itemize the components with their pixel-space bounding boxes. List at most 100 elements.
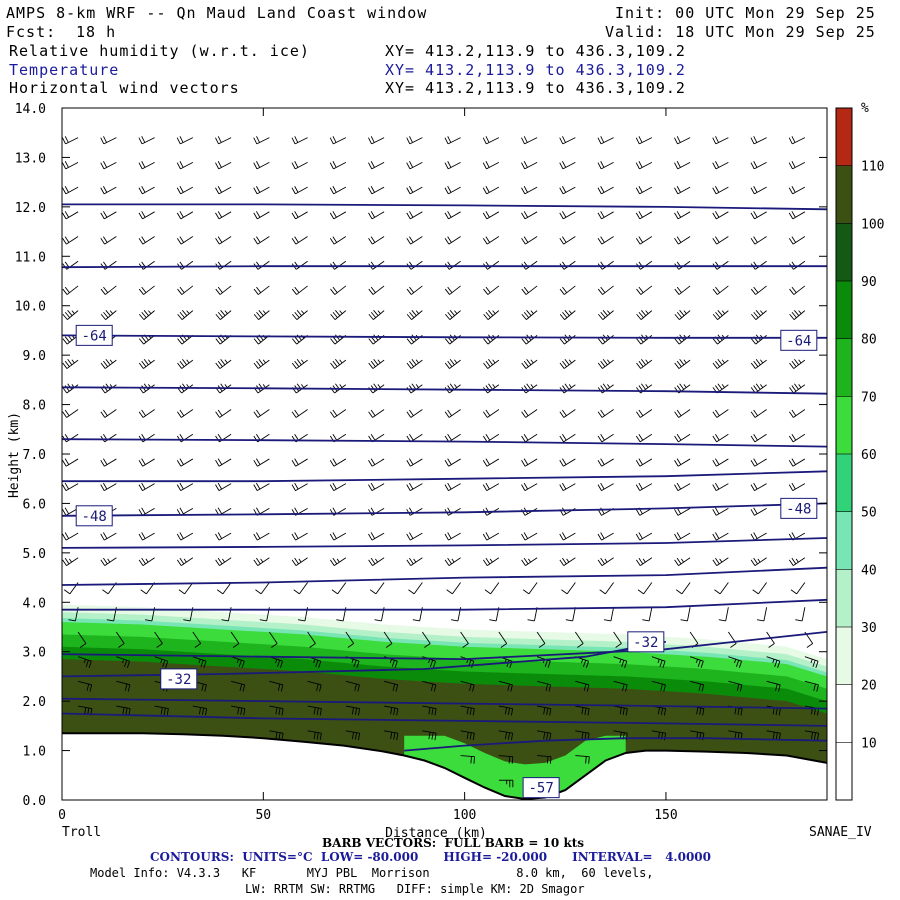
barb-flag	[449, 383, 455, 390]
barb-flag	[385, 643, 393, 648]
wind-barb	[62, 310, 79, 320]
wind-barb	[712, 532, 729, 541]
barb-flag	[162, 660, 166, 667]
wind-barb	[599, 582, 614, 595]
barb-flag	[526, 358, 532, 366]
barb-flag	[791, 532, 796, 539]
barb-flag	[85, 660, 89, 667]
barb-flag	[750, 212, 755, 220]
barb-flag	[217, 409, 223, 416]
wind-barb	[804, 730, 820, 741]
barb-flag	[316, 707, 319, 715]
barb-flag	[62, 338, 68, 345]
barb-flag	[294, 186, 299, 193]
barb-staff	[104, 260, 117, 270]
barb-flag	[309, 643, 316, 648]
barb-half-flag	[71, 359, 75, 364]
x-tick-label: 0	[58, 808, 66, 823]
barb-staff	[345, 680, 360, 686]
barb-flag	[641, 383, 646, 390]
wind-barb	[115, 631, 125, 648]
barb-flag	[559, 288, 565, 295]
contour-label: -64	[786, 333, 811, 349]
barb-staff	[562, 137, 576, 145]
barb-flag	[444, 484, 449, 491]
barb-staff	[371, 137, 385, 145]
barb-flag	[176, 484, 182, 491]
barb-flag	[753, 557, 758, 565]
barb-flag	[406, 313, 412, 320]
barb-staff	[754, 433, 767, 443]
barb-flag	[281, 708, 284, 716]
barb-flag	[291, 288, 297, 295]
barb-flag	[215, 313, 221, 320]
barb-flag	[368, 338, 374, 345]
barb-flag	[816, 708, 820, 716]
barb-half-flag	[339, 310, 343, 314]
barb-staff	[486, 236, 500, 245]
barb-staff	[792, 186, 806, 195]
barb-flag	[548, 684, 552, 692]
barb-flag	[411, 310, 417, 316]
barb-flag	[64, 186, 69, 193]
barb-flag	[103, 409, 108, 416]
barb-staff	[716, 532, 729, 541]
barb-staff	[65, 458, 79, 467]
barb-flag	[559, 559, 565, 566]
barb-flag	[64, 286, 70, 293]
barb-flag	[176, 212, 182, 220]
wind-barb	[268, 631, 278, 648]
barb-staff	[78, 705, 92, 709]
wind-barb	[444, 334, 461, 345]
barb-staff	[804, 680, 819, 686]
barb-flag	[138, 533, 143, 541]
left-end-label: Troll	[62, 825, 101, 840]
wind-barb	[728, 656, 743, 668]
barb-staff	[218, 483, 232, 492]
barb-staff	[222, 582, 232, 595]
wind-barb	[788, 557, 806, 567]
barb-staff	[296, 285, 308, 295]
barb-flag	[657, 707, 661, 715]
barb-half-flag	[721, 359, 725, 364]
barb-staff	[563, 236, 576, 245]
barb-staff	[755, 310, 767, 320]
barb-flag	[482, 411, 488, 418]
barb-flag	[674, 162, 679, 170]
wind-barb	[368, 557, 385, 567]
barb-staff	[268, 631, 278, 644]
barb-staff	[448, 236, 461, 245]
barb-staff	[574, 631, 584, 644]
barb-flag	[232, 643, 240, 648]
barb-staff	[295, 557, 308, 567]
wind-barb	[368, 310, 385, 320]
barb-staff	[754, 557, 767, 567]
barb-staff	[65, 186, 79, 195]
wind-barb	[750, 186, 767, 195]
barb-flag	[406, 187, 411, 195]
barb-staff	[334, 359, 347, 369]
barb-half-flag	[68, 558, 72, 563]
barb-flag	[409, 211, 414, 218]
barb-flag	[406, 559, 412, 566]
barb-flag	[409, 557, 414, 565]
barb-staff	[180, 458, 194, 467]
wind-barb	[329, 482, 347, 492]
wind-barb	[559, 334, 576, 345]
barb-flag	[67, 310, 73, 316]
barb-flag	[329, 484, 335, 491]
barb-half-flag	[683, 310, 687, 314]
barb-flag	[485, 136, 490, 143]
wind-barb	[766, 680, 781, 692]
barb-flag	[127, 684, 131, 692]
wind-barb	[712, 211, 729, 220]
barb-half-flag	[734, 659, 737, 664]
barb-flag	[753, 482, 758, 490]
wind-barb	[613, 705, 628, 716]
barb-flag	[544, 660, 548, 667]
barb-half-flag	[339, 384, 343, 388]
barb-half-flag	[721, 310, 726, 314]
barb-flag	[100, 137, 105, 145]
barb-flag	[141, 236, 146, 243]
barb-flag	[62, 162, 67, 170]
